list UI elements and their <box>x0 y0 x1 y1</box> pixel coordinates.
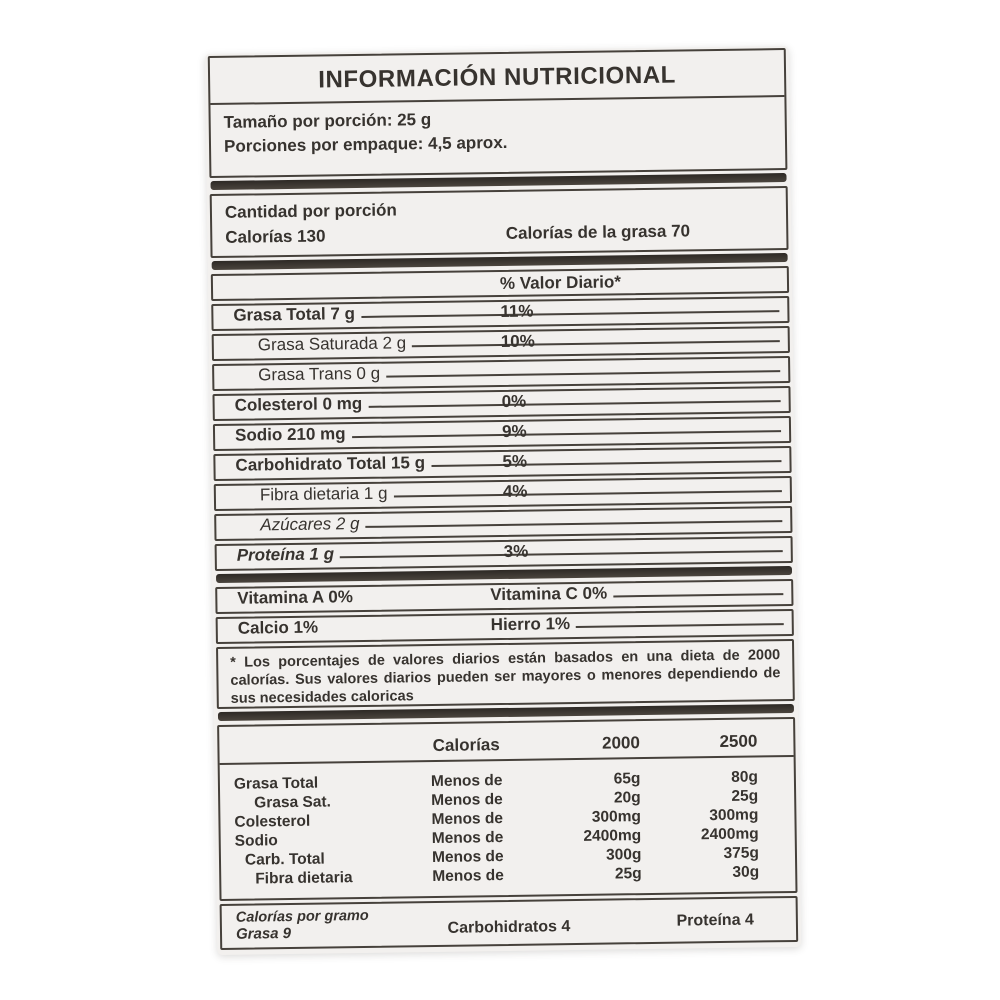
header-2000: 2000 <box>601 733 640 753</box>
row-colesterol: Colesterol 0 mg 0% <box>212 385 791 422</box>
ref-value-2000: 20g <box>613 789 641 807</box>
daily-value-header: % Valor Diario* <box>499 272 622 294</box>
leader-line <box>431 460 782 468</box>
leader-line <box>340 550 783 559</box>
ref-value-2500: 30g <box>732 863 760 881</box>
ref-value-2000: 2400mg <box>583 827 642 845</box>
nutrition-label: INFORMACIÓN NUTRICIONAL Tamaño por porci… <box>204 45 802 956</box>
nutrient-dv: 10% <box>500 331 535 352</box>
calories-per-gram-section: Calorías por gramo Grasa 9 Carbohidratos… <box>219 895 799 950</box>
nutrient-name: Grasa Saturada 2 g <box>257 333 407 355</box>
amount-heading: Cantidad por porción <box>224 200 397 222</box>
leader-line <box>351 430 782 439</box>
leader-line <box>365 520 783 528</box>
header-calorias: Calorías <box>432 735 500 756</box>
nutrient-dv: 11% <box>500 301 534 322</box>
ref-qualifier: Menos de <box>431 791 503 810</box>
calories-from-fat-value: Calorías de la grasa 70 <box>505 221 691 243</box>
nutrient-dv: 9% <box>501 421 527 442</box>
ref-value-2500: 25g <box>731 787 759 805</box>
amount-per-serving-section: Cantidad por porción Calorías 130 Calorí… <box>209 185 789 259</box>
ref-name: Carb. Total <box>244 850 325 869</box>
row-carbohidrato-total: Carbohidrato Total 15 g 5% <box>213 445 792 482</box>
nutrient-name: Grasa Total 7 g <box>233 304 356 325</box>
ref-value-2500: 375g <box>723 844 760 862</box>
ref-value-2000: 300g <box>605 846 642 864</box>
nutrient-name: Proteína 1 g <box>236 544 335 565</box>
carbs-per-gram: Carbohidratos 4 <box>447 918 571 937</box>
ref-value-2500: 2400mg <box>700 825 759 844</box>
vitamin-a-value: Vitamina A 0% <box>237 587 354 608</box>
ref-name: Grasa Total <box>233 774 319 793</box>
ref-value-2000: 65g <box>613 770 641 788</box>
nutrient-name: Grasa Trans 0 g <box>258 363 381 385</box>
header-section: INFORMACIÓN NUTRICIONAL Tamaño por porci… <box>207 48 788 179</box>
leader-line <box>360 310 780 318</box>
fat-per-gram: Grasa 9 <box>235 925 292 943</box>
leader-line <box>368 400 781 408</box>
nutrient-name: Azúcares 2 g <box>260 514 360 535</box>
leader-line <box>386 370 781 378</box>
row-fibra-dietaria: Fibra dietaria 1 g 4% <box>213 475 793 512</box>
row-sodio: Sodio 210 mg 9% <box>212 415 792 452</box>
row-grasa-total: Grasa Total 7 g 11% <box>211 295 790 332</box>
nutrient-name: Sodio 210 mg <box>234 424 346 445</box>
nutrient-name: Colesterol 0 mg <box>234 393 363 415</box>
ref-qualifier: Menos de <box>431 848 504 867</box>
ref-qualifier: Menos de <box>430 772 503 791</box>
row-minerales: Calcio 1% Hierro 1% <box>215 608 794 645</box>
vitamin-c-value: Vitamina C 0% <box>490 583 608 605</box>
calcio-value: Calcio 1% <box>237 617 319 638</box>
ref-name: Fibra dietaria <box>255 869 353 888</box>
leader-line <box>576 623 784 628</box>
leader-line <box>412 340 780 348</box>
ref-name: Grasa Sat. <box>254 793 331 812</box>
calories-value: Calorías 130 <box>225 226 326 247</box>
reference-table: Calorías 2000 2500 Grasa Total Menos de … <box>217 716 798 901</box>
ref-value-2000: 300mg <box>591 808 642 826</box>
calories-per-gram-heading: Calorías por gramo <box>235 907 369 926</box>
nutrient-dv: 4% <box>502 481 528 501</box>
header-2500: 2500 <box>719 731 758 751</box>
ref-qualifier: Menos de <box>432 867 504 886</box>
hierro-value: Hierro 1% <box>490 614 571 635</box>
ref-name: Sodio <box>234 832 278 850</box>
nutrient-dv: 5% <box>502 451 528 472</box>
reference-table-header: Calorías 2000 2500 <box>219 725 793 759</box>
leader-line <box>613 593 784 598</box>
ref-qualifier: Menos de <box>431 810 504 829</box>
ref-value-2000: 25g <box>614 865 642 883</box>
label-title: INFORMACIÓN NUTRICIONAL <box>318 61 677 94</box>
protein-per-gram: Proteína 4 <box>676 911 755 930</box>
row-grasa-saturada: Grasa Saturada 2 g 10% <box>211 325 790 362</box>
ref-value-2500: 300mg <box>709 806 759 825</box>
ref-name: Colesterol <box>234 812 311 831</box>
nutrient-dv: 3% <box>503 541 529 561</box>
daily-value-header-row: % Valor Diario* <box>210 265 790 302</box>
ref-qualifier: Menos de <box>431 829 504 848</box>
daily-value-footnote: * Los porcentajes de valores diarios est… <box>216 638 795 710</box>
row-azucares: Azúcares 2 g <box>214 505 793 542</box>
row-proteina: Proteína 1 g 3% <box>214 535 793 572</box>
nutrient-dv: 0% <box>501 391 527 412</box>
nutrient-name: Carbohidrato Total 15 g <box>235 453 426 475</box>
leader-line <box>393 490 782 498</box>
row-vitaminas: Vitamina A 0% Vitamina C 0% <box>215 578 794 615</box>
nutrient-name: Fibra dietaria 1 g <box>259 483 388 505</box>
ref-value-2500: 80g <box>731 768 758 786</box>
row-grasa-trans: Grasa Trans 0 g <box>212 355 791 392</box>
